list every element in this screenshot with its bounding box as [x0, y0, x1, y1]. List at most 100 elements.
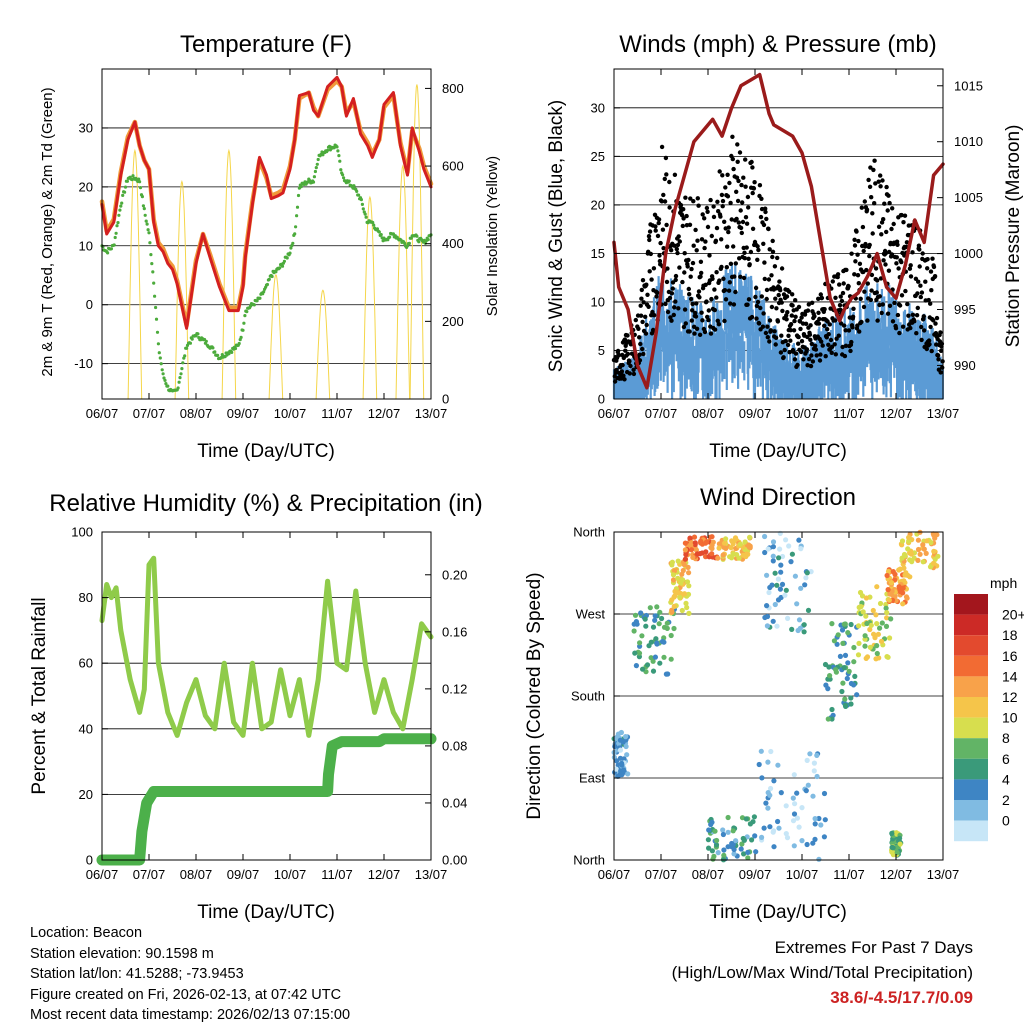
direction-point [822, 817, 828, 823]
direction-point [920, 542, 926, 548]
direction-point [888, 616, 894, 622]
gust-point [869, 272, 875, 278]
direction-point [769, 582, 775, 588]
direction-point [738, 846, 744, 852]
gust-point [770, 238, 775, 244]
direction-point [637, 640, 643, 646]
gust-point [699, 270, 704, 276]
direction-point [890, 845, 896, 851]
gust-point [623, 348, 628, 353]
direction-point [729, 538, 735, 544]
dewpoint-point [335, 145, 339, 149]
gust-point [700, 318, 705, 323]
gust-point [631, 367, 636, 372]
gust-point [840, 344, 845, 350]
gust-point [713, 238, 719, 243]
direction-point [705, 837, 712, 843]
dewpoint-point [119, 204, 123, 208]
direction-point [642, 616, 648, 622]
gust-point [640, 346, 645, 352]
gust-point [639, 296, 644, 301]
gust-point [643, 314, 648, 319]
direction-point [796, 537, 802, 543]
dewpoint-point [282, 259, 286, 263]
gust-point [655, 233, 661, 239]
direction-point [870, 607, 876, 614]
gust-point [901, 220, 906, 225]
gust-point [746, 297, 752, 302]
dewpoint-point [230, 350, 234, 354]
direction-point [821, 790, 828, 797]
direction-point [788, 559, 794, 565]
y-tick-label: 80 [79, 590, 93, 605]
gust-point [750, 165, 755, 170]
dewpoint-point [155, 330, 160, 334]
dewpoint-point [114, 231, 118, 235]
direction-point [779, 581, 786, 588]
gust-point [740, 200, 745, 205]
direction-point [841, 665, 847, 671]
y-right-tick-label: 0.08 [442, 738, 467, 753]
gust-point [881, 258, 886, 263]
dewpoint-point [106, 251, 110, 255]
gust-point [764, 216, 769, 222]
gust-point [919, 337, 924, 343]
dewpoint-point [388, 235, 392, 239]
gust-point [826, 342, 831, 347]
direction-point [752, 833, 758, 839]
dewpoint-point [131, 174, 135, 178]
gust-point [751, 186, 757, 191]
direction-point [931, 532, 937, 538]
direction-point [742, 539, 748, 545]
gust-point [852, 243, 858, 248]
gust-point [763, 206, 768, 211]
gust-point [907, 266, 913, 271]
y-tick-label: 25 [591, 149, 605, 164]
dewpoint-point [326, 148, 330, 152]
gust-point [730, 134, 735, 139]
direction-point [906, 534, 912, 541]
gust-point [704, 299, 709, 304]
direction-point [636, 650, 643, 656]
gust-point [680, 279, 685, 285]
dewpoint-point [270, 274, 274, 279]
dewpoint-point [178, 376, 182, 380]
legend-label: 16 [1002, 648, 1018, 664]
gust-point [690, 301, 695, 307]
direction-point [715, 850, 721, 856]
gust-point [700, 212, 705, 217]
direction-point [785, 615, 791, 622]
gust-point [734, 189, 739, 194]
direction-point [747, 534, 753, 540]
plot-frame [101, 531, 432, 861]
direction-point [778, 569, 784, 575]
gust-point [761, 241, 766, 246]
gust-point [745, 194, 751, 200]
direction-point [797, 625, 803, 631]
gust-point [803, 321, 809, 326]
direction-point [816, 856, 822, 862]
gust-point [712, 327, 718, 332]
direction-point [720, 552, 726, 558]
direction-title: Wind Direction [700, 484, 856, 511]
dewpoint-point [144, 219, 148, 223]
dewpoint-point [157, 351, 161, 355]
direction-point [801, 622, 807, 628]
direction-point [684, 579, 691, 585]
gust-point [696, 289, 702, 294]
gust-point [754, 316, 759, 321]
gust-point [621, 373, 626, 378]
gust-point [783, 338, 788, 344]
gust-point [884, 184, 889, 190]
direction-point [720, 827, 726, 833]
dewpoint-point [150, 262, 154, 266]
gust-point [758, 214, 764, 220]
direction-point [613, 766, 619, 772]
gust-point [744, 245, 749, 250]
direction-point [638, 610, 644, 616]
gust-point [895, 242, 900, 247]
gust-point [733, 289, 738, 295]
gust-point [856, 238, 861, 244]
gust-point [742, 256, 747, 261]
gust-point [930, 256, 935, 261]
